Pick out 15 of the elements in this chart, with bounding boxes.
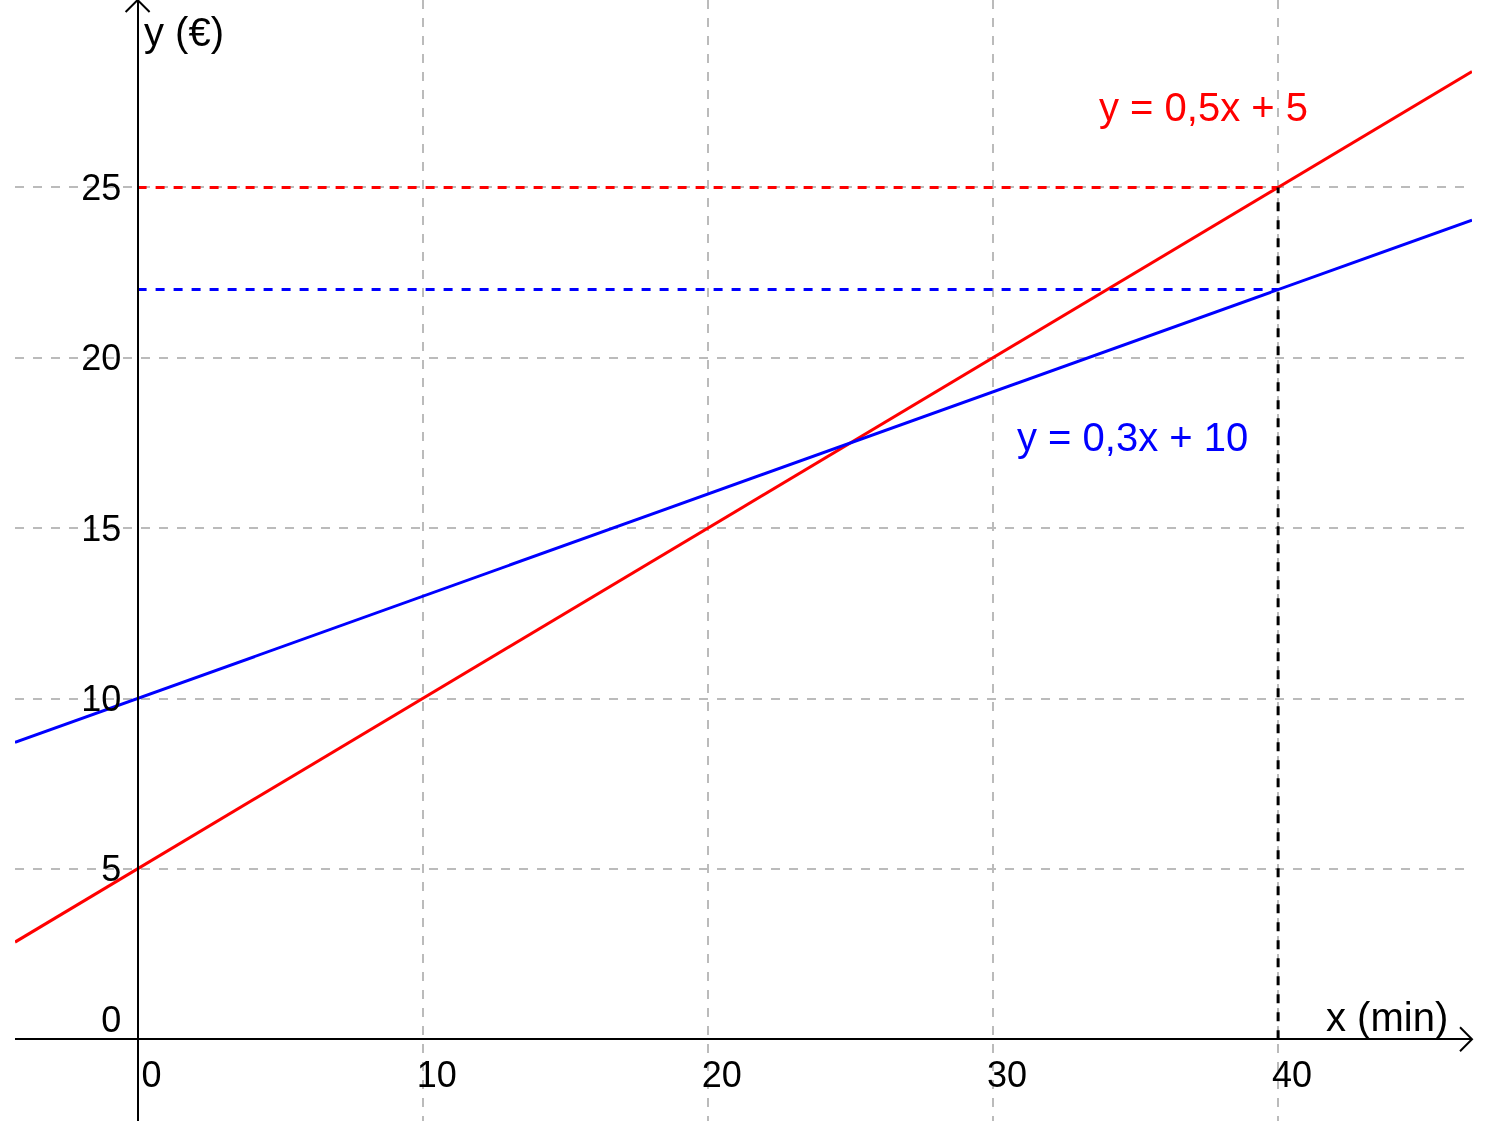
y-tick-label: 20 bbox=[81, 337, 122, 379]
x-tick-label: 40 bbox=[1272, 1054, 1313, 1096]
series-label: y = 0,3x + 10 bbox=[1017, 415, 1249, 459]
x-tick-label: 20 bbox=[701, 1054, 742, 1096]
x-tick-label: 0 bbox=[141, 1054, 162, 1096]
y-tick-label: 0 bbox=[101, 998, 122, 1040]
x-tick-label: 10 bbox=[416, 1054, 457, 1096]
y-tick-label: 15 bbox=[81, 507, 122, 549]
y-tick-label: 25 bbox=[81, 167, 122, 208]
x-tick-label: 30 bbox=[986, 1054, 1028, 1096]
x-axis-title: x (min) bbox=[1326, 995, 1449, 1039]
y-tick-label: 10 bbox=[81, 678, 122, 720]
y-tick-label: 5 bbox=[101, 848, 122, 890]
series-label: y = 0,5x + 5 bbox=[1099, 85, 1309, 129]
y-axis-title: y (€) bbox=[144, 10, 224, 54]
